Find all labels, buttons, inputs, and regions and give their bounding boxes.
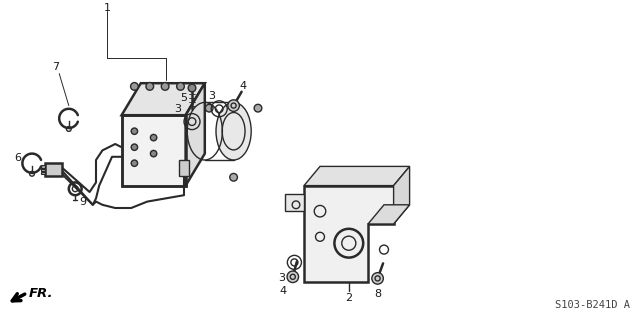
Bar [45,163,63,176]
Bar [122,115,186,186]
Circle shape [150,134,157,141]
Text: 4: 4 [280,286,287,296]
Polygon shape [304,166,410,186]
Bar [41,172,45,174]
Circle shape [131,83,138,90]
Text: 6: 6 [15,153,22,164]
Bar [122,115,186,186]
Text: 4: 4 [239,81,246,92]
Bar [41,165,45,168]
Text: 3: 3 [208,91,214,101]
Text: S103-B241D A: S103-B241D A [556,300,630,310]
Text: 2: 2 [345,292,353,303]
Circle shape [146,83,154,90]
Circle shape [177,83,184,90]
Circle shape [228,100,239,111]
Text: 3: 3 [174,104,181,114]
Circle shape [230,173,237,181]
Polygon shape [186,83,205,186]
Circle shape [205,104,213,112]
Ellipse shape [216,102,251,160]
Bar [41,169,45,171]
Circle shape [131,128,138,134]
Polygon shape [368,205,410,224]
Polygon shape [394,166,410,224]
Bar [285,194,304,211]
Circle shape [287,271,298,283]
Circle shape [372,273,383,284]
Text: 5: 5 [180,92,187,103]
Text: 8: 8 [374,289,381,300]
Text: 3: 3 [278,273,285,284]
Text: 9: 9 [79,196,87,207]
Text: 1: 1 [104,3,111,13]
Bar [179,160,189,176]
Polygon shape [122,83,205,115]
Circle shape [131,144,138,150]
Text: 7: 7 [52,62,60,72]
Circle shape [161,83,169,90]
Polygon shape [304,186,394,282]
Circle shape [131,160,138,166]
Text: FR.: FR. [29,287,53,300]
Circle shape [188,84,196,92]
Circle shape [254,104,262,112]
Circle shape [150,150,157,157]
